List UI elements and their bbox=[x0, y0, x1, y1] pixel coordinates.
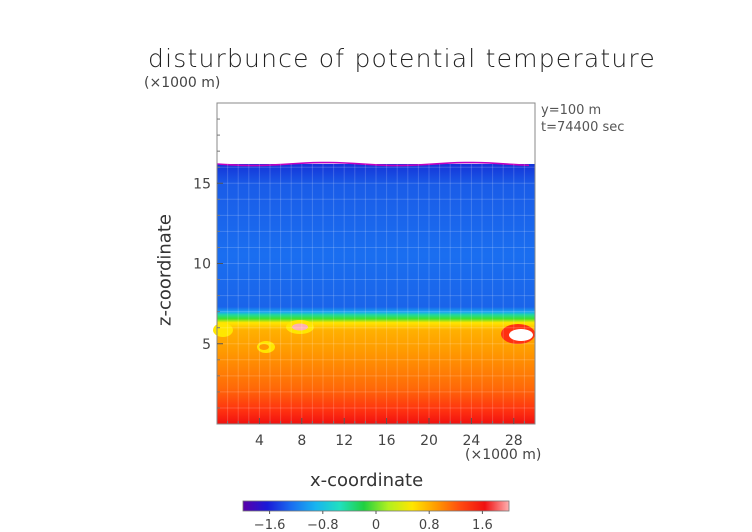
y-tick-label: 5 bbox=[202, 337, 211, 353]
z-unit-label: (×1000 m) bbox=[144, 75, 221, 91]
field-feature bbox=[213, 323, 233, 337]
field-feature bbox=[509, 329, 533, 341]
colorbar-tick-label: 1.6 bbox=[472, 518, 493, 532]
x-tick-label: 28 bbox=[505, 433, 523, 449]
colorbar-tick-label: 0.8 bbox=[419, 518, 440, 532]
x-tick-label: 12 bbox=[335, 433, 353, 449]
x-axis-label: x-coordinate bbox=[310, 470, 424, 491]
x-tick-label: 20 bbox=[420, 433, 438, 449]
field-feature bbox=[259, 344, 269, 350]
colorbar-tick-label: −0.8 bbox=[307, 518, 339, 532]
annotation-t: t=74400 sec bbox=[541, 120, 625, 135]
x-unit-label: (×1000 m) bbox=[465, 447, 542, 463]
field-feature bbox=[292, 323, 308, 331]
field-top-edge bbox=[216, 161, 530, 167]
x-tick-label: 24 bbox=[462, 433, 480, 449]
chart-title: disturbunce of potential temperature bbox=[148, 44, 656, 73]
field-fill bbox=[217, 163, 535, 425]
x-tick-label: 16 bbox=[378, 433, 396, 449]
colorbar-tick-label: 0 bbox=[372, 518, 380, 532]
y-tick-label: 10 bbox=[193, 257, 211, 273]
y-tick-label: 15 bbox=[193, 176, 211, 192]
colorbar bbox=[242, 500, 510, 512]
colorbar-tick-label: −1.6 bbox=[254, 518, 286, 532]
x-tick-label: 4 bbox=[255, 433, 264, 449]
x-tick-label: 8 bbox=[297, 433, 306, 449]
annotation-y: y=100 m bbox=[541, 103, 602, 118]
